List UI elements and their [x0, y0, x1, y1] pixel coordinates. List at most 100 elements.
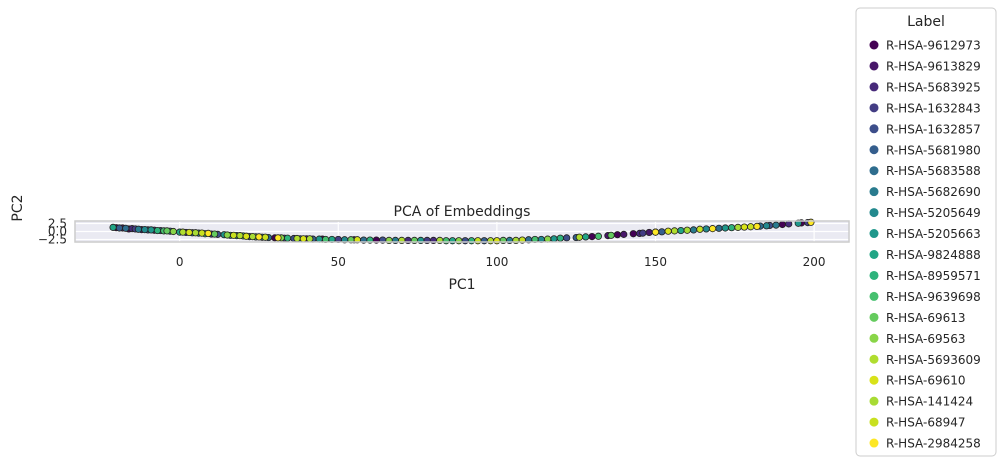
legend-entry-label: R-HSA-8959571 — [886, 269, 981, 283]
scatter-point — [122, 224, 130, 232]
scatter-point — [762, 222, 771, 230]
scatter-point — [613, 231, 622, 239]
legend-entry-label: R-HSA-5205649 — [886, 206, 981, 220]
legend-entry-label: R-HSA-69563 — [886, 332, 966, 346]
scatter-point — [708, 225, 717, 233]
scatter-point — [493, 237, 501, 245]
x-tick-label: 50 — [331, 255, 346, 269]
scatter-point — [772, 221, 780, 229]
y-axis-label: PC2 — [10, 194, 26, 221]
scatter-point — [677, 226, 685, 235]
scatter-point — [607, 231, 615, 239]
legend-marker — [869, 61, 879, 71]
scatter-point — [651, 228, 660, 236]
legend-marker — [869, 270, 879, 280]
scatter-point — [683, 226, 691, 234]
scatter-point — [242, 232, 250, 240]
scatter-point — [274, 234, 282, 242]
scatter-point — [486, 237, 495, 245]
scatter-point — [575, 233, 583, 241]
plot-frame — [74, 220, 850, 243]
scatter-point — [740, 223, 748, 231]
scatter-point — [461, 237, 469, 245]
legend-entry-label: R-HSA-9824888 — [886, 248, 981, 262]
scatter-point — [715, 224, 723, 232]
scatter-point — [255, 233, 263, 241]
scatter-point — [249, 232, 257, 241]
scatter-point — [109, 223, 117, 231]
legend-title: Label — [907, 14, 945, 30]
legend: Label R-HSA-9612973 R-HSA-9613829 R-HSA-568… — [855, 7, 997, 457]
legend-entry-label: R-HSA-9613829 — [886, 59, 981, 73]
legend-marker — [869, 145, 879, 155]
scatter-point — [658, 228, 666, 236]
scatter-point — [153, 226, 162, 235]
chart-title: PCA of Embeddings — [394, 204, 531, 220]
scatter-point — [556, 234, 564, 242]
scatter-point — [185, 228, 193, 237]
scatter-point — [236, 232, 244, 240]
legend-marker — [869, 250, 879, 259]
scatter-point — [169, 227, 177, 236]
scatter-point — [141, 225, 149, 234]
legend-marker — [869, 103, 879, 113]
scatter-point — [550, 235, 558, 243]
scatter-point — [467, 237, 476, 245]
scatter-point — [134, 225, 143, 233]
legend-marker — [869, 354, 879, 364]
scatter-point — [588, 232, 596, 241]
legend-marker — [869, 166, 879, 176]
legend-entry-label: R-HSA-5682690 — [886, 185, 981, 199]
legend-marker — [869, 229, 879, 239]
scatter-point — [210, 230, 219, 238]
scatter-point — [163, 227, 171, 235]
scatter-point — [721, 224, 729, 232]
scatter-point — [442, 237, 450, 245]
scatter-point — [734, 223, 742, 231]
legend-entry-label: R-HSA-5693609 — [886, 353, 981, 367]
legend-entry-label: R-HSA-5205663 — [886, 227, 981, 241]
legend-entry-label: R-HSA-2984258 — [886, 437, 981, 451]
y-tick-label: −2.5 — [38, 232, 67, 246]
legend-entry-label: R-HSA-5683925 — [886, 80, 981, 94]
legend-entry-label: R-HSA-69610 — [886, 374, 966, 388]
scatter-point — [582, 233, 590, 241]
scatter-point — [293, 234, 301, 243]
scatter-point — [747, 223, 755, 231]
scatter-point — [629, 230, 637, 238]
legend-marker — [869, 40, 879, 50]
scatter-point — [223, 231, 231, 239]
scatter-point — [778, 220, 786, 229]
scatter-point — [198, 229, 206, 237]
legend-entry-label: R-HSA-5683588 — [886, 164, 981, 178]
scatter-point — [230, 231, 238, 239]
scatter-point — [594, 232, 603, 240]
legend-entry-label: R-HSA-1632857 — [886, 122, 981, 136]
scatter-point — [306, 235, 314, 243]
x-tick-label: 150 — [644, 255, 667, 269]
scatter-point — [670, 227, 679, 235]
scatter-point — [147, 226, 155, 234]
scatter-point — [689, 226, 698, 234]
scatter-point — [204, 229, 212, 238]
scatter-point — [191, 229, 200, 237]
x-tick-label: 200 — [803, 255, 826, 269]
scatter-point — [455, 237, 463, 245]
scatter-point — [283, 234, 292, 242]
legend-marker — [869, 208, 879, 218]
legend-entry-label: R-HSA-1632843 — [886, 101, 981, 115]
legend-box — [855, 7, 997, 457]
scatter-point — [807, 218, 815, 226]
y-tick-label: 2.5 — [48, 217, 67, 231]
legend-marker — [869, 124, 879, 134]
scatter-point — [179, 228, 187, 236]
scatter-point — [702, 225, 710, 233]
x-tick-label: 0 — [176, 255, 184, 269]
scatter-point — [563, 234, 571, 242]
scatter-point — [474, 237, 482, 245]
scatter-point — [299, 235, 307, 243]
scatter-point — [639, 229, 647, 237]
scatter-point — [753, 222, 761, 231]
